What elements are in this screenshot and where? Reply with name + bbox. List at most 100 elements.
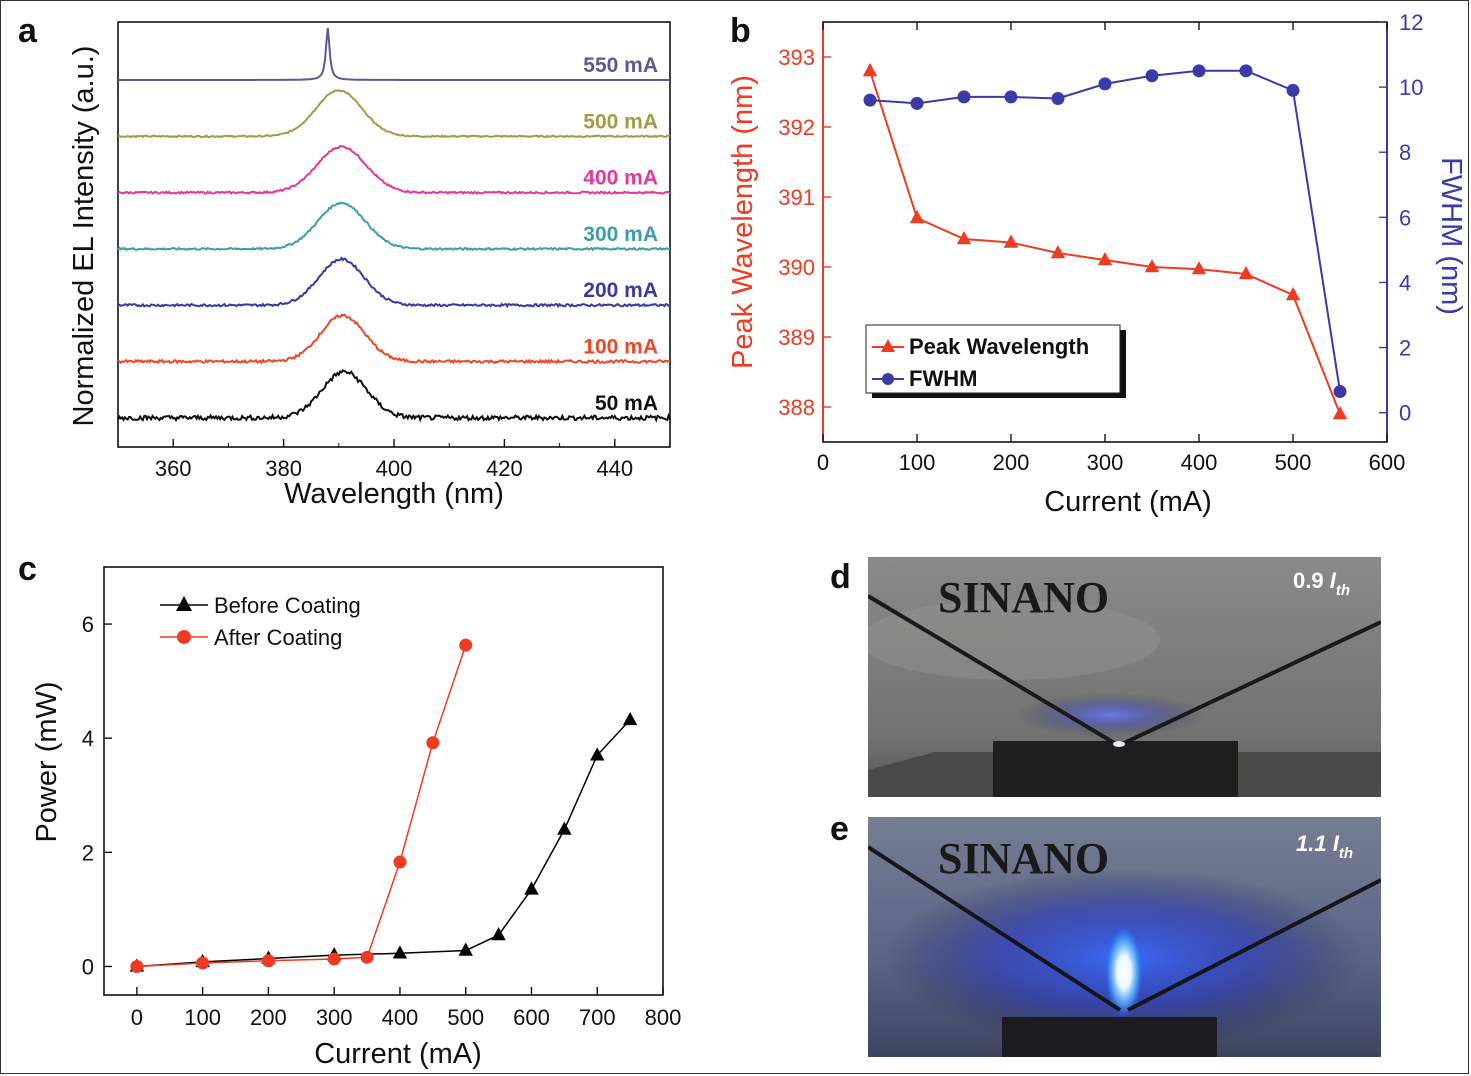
spectrum-label-550-ma: 550 mA [583, 54, 658, 77]
panel-c-power-current: 0 100 200 300 400 500 600 700 8000246 Before Coa… [31, 567, 681, 1070]
point-peak-wavelength [910, 210, 924, 223]
tick-label-b-y2-10: 10 [1399, 75, 1423, 100]
legend-marker-before [176, 596, 192, 611]
point-after-coating [130, 960, 143, 973]
point-before-coating [393, 945, 407, 958]
legend-marker-after [177, 630, 191, 644]
tick-label-b-y2-8: 8 [1399, 140, 1411, 165]
photo-d-emission-spot [1113, 741, 1125, 747]
point-fwhm [864, 94, 877, 107]
spectrum-label-100-ma: 100 mA [583, 336, 658, 359]
tick-label-c-x-800: 800 [645, 1005, 682, 1030]
point-peak-wavelength [1333, 406, 1347, 419]
series-line-after-coating [137, 645, 466, 966]
panel-b-y-axis-label: Peak Wavelength (nm) [727, 75, 759, 369]
panel-label-e: e [830, 810, 849, 848]
point-before-coating [623, 712, 637, 725]
point-fwhm [1005, 90, 1018, 103]
photo-d-below-threshold: SINANO 0.9 Ith [860, 557, 1381, 797]
tick-label-b-x-400: 400 [1181, 450, 1218, 475]
point-fwhm [1099, 77, 1112, 90]
point-after-coating [328, 953, 341, 966]
point-fwhm [1334, 385, 1347, 398]
panel-b-peak-fwhm: 0 100 200 300 400 500 600 388 389 390 391 392 393 0 2 4… [727, 10, 1467, 518]
panel-c-y-axis-label: Power (mW) [31, 681, 63, 842]
panel-label-b: b [730, 12, 751, 50]
point-fwhm [958, 90, 971, 103]
point-peak-wavelength [1192, 261, 1206, 274]
tick-label-b-y-389: 389 [778, 325, 815, 350]
photo-d-chip [993, 741, 1238, 797]
spectrum-label-300-ma: 300 mA [583, 223, 658, 246]
spectrum-label-50-ma: 50 mA [595, 392, 658, 415]
tick-label-b-x-200: 200 [993, 450, 1030, 475]
panel-a-x-ticks: 360 380 400 420 440 [118, 439, 670, 481]
tick-label-c-x-600: 600 [513, 1005, 550, 1030]
tick-label-b-y2-6: 6 [1399, 205, 1411, 230]
spectrum-label-200-ma: 200 mA [583, 279, 658, 302]
panel-b-legend: Peak Wavelength FWHM [866, 325, 1126, 398]
tick-label-a-440: 440 [596, 456, 633, 481]
point-fwhm [1287, 84, 1300, 97]
panel-c-x-axis-label: Current (mA) [314, 1038, 482, 1070]
panel-b-x-axis-label: Current (mA) [1044, 486, 1212, 518]
tick-label-b-x-500: 500 [1275, 450, 1312, 475]
tick-label-c-x-100: 100 [184, 1005, 221, 1030]
point-fwhm [1193, 64, 1206, 77]
point-fwhm [1052, 92, 1065, 105]
legend-label-peak: Peak Wavelength [909, 334, 1089, 359]
legend-marker-fwhm [882, 373, 894, 385]
point-after-coating [196, 957, 209, 970]
tick-label-b-y-390: 390 [778, 255, 815, 280]
panel-c-series [130, 639, 638, 973]
panel-a-x-axis-label: Wavelength (nm) [284, 478, 504, 510]
panel-b-y2-axis-label: FWHM (nm) [1435, 157, 1467, 315]
point-fwhm [1240, 64, 1253, 77]
tick-label-a-360: 360 [155, 456, 192, 481]
tick-label-c-x-500: 500 [447, 1005, 484, 1030]
tick-label-b-x-600: 600 [1369, 450, 1406, 475]
spectrum-label-500-ma: 500 mA [583, 110, 658, 133]
panel-c-ticks: 0 100 200 300 400 500 600 700 800 0 2 4 6 [82, 612, 682, 1030]
panel-a-el-spectra: 360 380 400 420 440 550 mA 500 mA 400 mA 300 mA… [68, 22, 670, 510]
point-before-coating [459, 942, 473, 955]
point-before-coating [557, 822, 571, 835]
point-after-coating [459, 639, 472, 652]
photo-e-chip [1002, 1017, 1217, 1057]
tick-label-c-y-4: 4 [82, 726, 94, 751]
tick-label-b-y2-2: 2 [1399, 336, 1411, 361]
point-fwhm [911, 97, 924, 110]
tick-label-c-x-300: 300 [316, 1005, 353, 1030]
photo-d-logo: SINANO [938, 573, 1109, 622]
tick-label-b-y-393: 393 [778, 45, 815, 70]
tick-label-b-x-100: 100 [899, 450, 936, 475]
tick-label-c-x-700: 700 [579, 1005, 616, 1030]
series-line-before-coating [137, 720, 630, 967]
tick-label-c-y-6: 6 [82, 612, 94, 637]
point-before-coating [524, 881, 538, 894]
point-peak-wavelength [1004, 235, 1018, 248]
legend-label-fwhm: FWHM [909, 366, 977, 391]
spectrum-label-400-ma: 400 mA [583, 167, 658, 190]
point-after-coating [361, 951, 374, 964]
panel-a-spectra: 550 mA 500 mA 400 mA 300 mA 200 mA 100 mA 50 m… [118, 28, 670, 420]
photo-e-logo: SINANO [938, 834, 1109, 883]
legend-label-before: Before Coating [214, 593, 361, 618]
tick-label-c-x-200: 200 [250, 1005, 287, 1030]
tick-label-b-y2-4: 4 [1399, 270, 1411, 295]
spectrum-50-ma [118, 370, 670, 420]
tick-label-c-x-400: 400 [382, 1005, 419, 1030]
point-after-coating [426, 736, 439, 749]
tick-label-b-y2-0: 0 [1399, 401, 1411, 426]
tick-label-b-y-388: 388 [778, 395, 815, 420]
tick-label-c-y-2: 2 [82, 840, 94, 865]
tick-label-b-y-391: 391 [778, 185, 815, 210]
legend-label-after: After Coating [214, 625, 342, 650]
point-after-coating [262, 954, 275, 967]
photo-e-above-threshold: SINANO 1.1 Ith [868, 817, 1381, 1057]
panel-label-d: d [830, 558, 851, 596]
tick-label-b-y-392: 392 [778, 115, 815, 140]
tick-label-c-y-0: 0 [82, 954, 94, 979]
panel-a-y-axis-label: Normalized EL Intensity (a.u.) [68, 46, 100, 427]
